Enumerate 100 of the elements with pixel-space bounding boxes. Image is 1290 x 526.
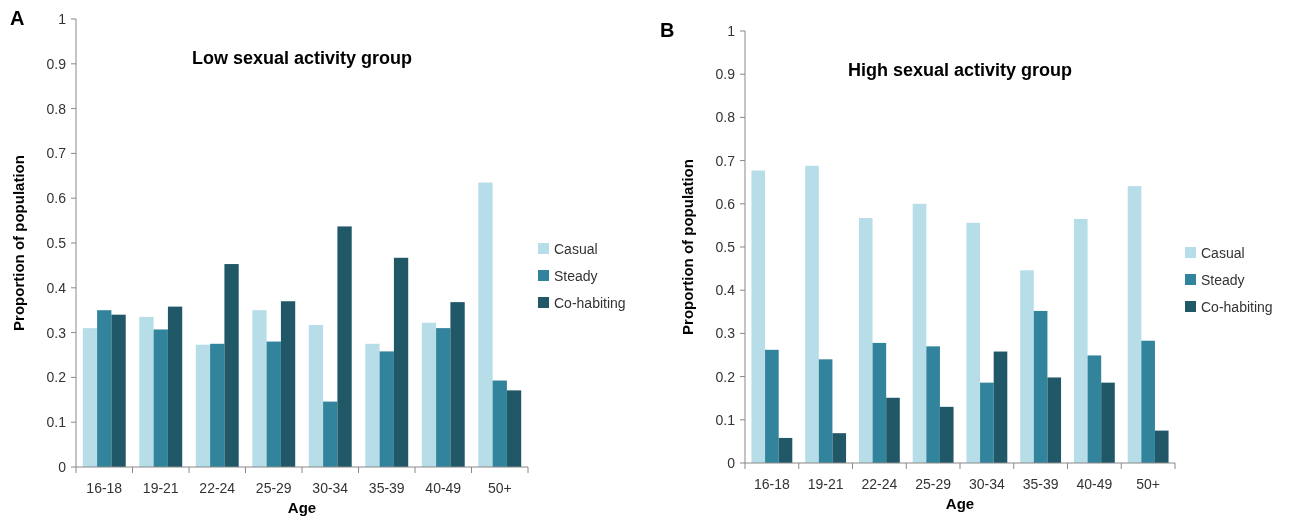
x-tick-label: 25-29	[255, 480, 292, 496]
bar	[153, 329, 168, 467]
y-tick-label: 1	[58, 10, 67, 27]
bar	[436, 328, 451, 467]
text: A	[10, 7, 25, 29]
bar	[323, 401, 338, 467]
y-axis-title: Proportion of population	[10, 155, 27, 331]
bar	[82, 328, 98, 467]
y-tick-label: 0.5	[46, 234, 67, 251]
text: Low sexual activity group	[191, 48, 413, 68]
bar	[252, 310, 267, 467]
x-tick-label: 40-49	[425, 480, 462, 496]
bar	[266, 341, 281, 467]
bar	[379, 351, 394, 467]
x-tick-label: 19-21	[142, 480, 179, 496]
y-tick-label: 0.4	[46, 279, 67, 296]
y-tick-label: 0.9	[715, 66, 736, 83]
bar	[1020, 270, 1034, 463]
x-tick-label: 30-34	[312, 480, 349, 496]
legend-label: Co-habiting	[1201, 298, 1273, 315]
text: B	[660, 19, 675, 41]
y-tick-label: 0.8	[715, 109, 736, 126]
y-tick-label: 0	[58, 458, 67, 475]
bar	[832, 433, 847, 463]
x-tick-label: 35-39	[1022, 476, 1059, 492]
bar	[1033, 310, 1048, 463]
bar	[308, 324, 324, 467]
bar	[858, 218, 873, 463]
x-tick-label: 25-29	[915, 476, 952, 492]
x-axis-title: Age	[945, 495, 975, 512]
bar	[365, 343, 380, 467]
legend-label: Steady	[1201, 271, 1245, 288]
y-tick-label: 0.5	[715, 238, 736, 255]
bar	[421, 322, 437, 467]
bar	[492, 380, 507, 467]
y-tick-label: 0.1	[715, 411, 736, 428]
bar	[337, 226, 352, 467]
x-tick-label: 50+	[1136, 476, 1160, 492]
bar	[966, 222, 981, 463]
bar	[450, 302, 465, 467]
x-tick-label: 16-18	[753, 476, 790, 492]
y-tick-label: 0.4	[715, 282, 736, 299]
bar	[993, 351, 1008, 463]
x-tick-label: 19-21	[807, 476, 844, 492]
bar	[886, 397, 900, 463]
bar	[97, 310, 112, 467]
bar	[111, 314, 126, 467]
bar	[210, 343, 225, 467]
y-tick-label: 1	[727, 22, 736, 39]
bar	[778, 437, 793, 463]
bar	[805, 165, 819, 463]
bar	[1127, 186, 1142, 463]
legend-label: Co-habiting	[554, 294, 626, 311]
bar	[506, 390, 522, 467]
legend-label: Casual	[554, 240, 598, 257]
bar	[1073, 218, 1088, 463]
bar	[872, 342, 887, 463]
bar	[765, 349, 779, 463]
bar	[1154, 430, 1169, 463]
x-tick-label: 30-34	[968, 476, 1005, 492]
y-tick-label: 0.1	[46, 414, 67, 431]
legend-label: Casual	[1201, 244, 1245, 261]
x-tick-label: 16-18	[86, 480, 123, 496]
y-tick-label: 0	[727, 454, 736, 471]
y-tick-label: 0.7	[46, 145, 67, 162]
bar	[393, 257, 409, 467]
bar	[912, 203, 927, 463]
y-tick-label: 0.9	[46, 55, 67, 72]
y-tick-label: 0.6	[46, 190, 67, 207]
bar	[1141, 340, 1155, 463]
bar	[195, 344, 211, 467]
text: High sexual activity group	[847, 60, 1073, 80]
bar	[751, 170, 766, 463]
bar	[139, 316, 154, 467]
legend-label: Steady	[554, 267, 598, 284]
y-tick-label: 0.7	[715, 152, 736, 169]
bar	[1047, 377, 1062, 463]
bar	[224, 264, 239, 467]
bar	[818, 359, 833, 463]
y-tick-label: 0.3	[715, 325, 736, 342]
x-tick-label: 50+	[487, 480, 512, 496]
bar	[939, 406, 954, 463]
y-tick-label: 0.2	[715, 368, 736, 385]
y-tick-label: 0.3	[46, 324, 67, 341]
x-axis-title: Age	[287, 499, 317, 516]
x-tick-label: 22-24	[199, 480, 236, 496]
y-axis-title: Proportion of population	[679, 159, 696, 335]
bar	[478, 182, 493, 467]
x-tick-label: 22-24	[861, 476, 898, 492]
bar	[980, 382, 994, 463]
y-tick-label: 0.8	[46, 100, 67, 117]
y-tick-label: 0.6	[715, 195, 736, 212]
bar	[167, 306, 183, 467]
y-tick-label: 0.2	[46, 369, 67, 386]
bar	[280, 301, 296, 467]
bar	[1101, 382, 1115, 463]
bar	[926, 346, 940, 463]
x-tick-label: 35-39	[368, 480, 405, 496]
x-tick-label: 40-49	[1076, 476, 1113, 492]
bar	[1087, 355, 1102, 463]
